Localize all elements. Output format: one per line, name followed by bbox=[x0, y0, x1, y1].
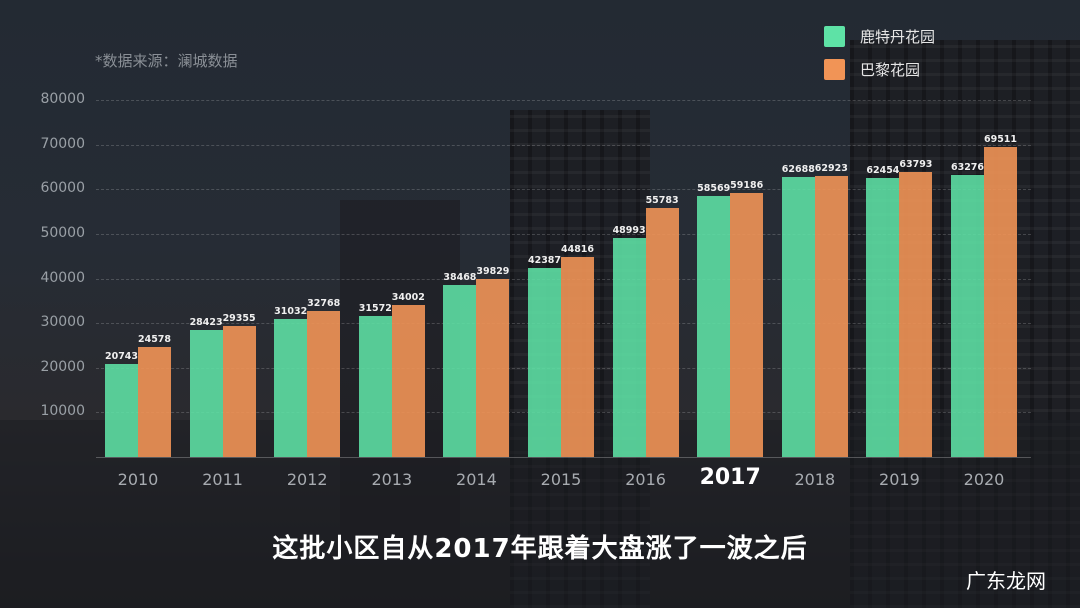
bar-value-label: 34002 bbox=[391, 292, 425, 304]
bar-value-label: 31032 bbox=[274, 305, 308, 317]
bar-value-label: 63276 bbox=[950, 161, 985, 173]
bar-value-label: 48993 bbox=[612, 225, 646, 237]
x-tick-label: 2015 bbox=[540, 470, 582, 489]
legend-label: 巴黎花园 bbox=[860, 61, 921, 79]
bar-value-label: 62923 bbox=[814, 163, 848, 175]
x-tick-label: 2013 bbox=[371, 470, 413, 489]
bar-rotterdam bbox=[274, 318, 308, 457]
bar-rotterdam bbox=[105, 364, 138, 457]
legend-swatch-green bbox=[824, 26, 845, 47]
gridline bbox=[96, 144, 1031, 146]
x-tick-label: 2011 bbox=[202, 470, 243, 489]
bar-paris bbox=[645, 208, 679, 457]
legend-label: 鹿特丹花园 bbox=[860, 28, 936, 46]
x-tick-label-highlight: 2017 bbox=[699, 465, 761, 490]
bar-rotterdam bbox=[697, 195, 731, 457]
y-tick-label: 20000 bbox=[40, 358, 85, 375]
bar-value-label: 62454 bbox=[866, 165, 900, 177]
bar-value-label: 28423 bbox=[189, 317, 223, 329]
legend-item-paris: 巴黎花园 bbox=[824, 53, 935, 86]
bar-paris bbox=[138, 347, 171, 457]
bar-paris bbox=[561, 257, 594, 457]
x-tick-label: 2018 bbox=[794, 470, 836, 489]
x-axis-line bbox=[96, 457, 1031, 458]
chart-legend: 鹿特丹花园 巴黎花园 bbox=[824, 20, 935, 86]
bar-value-label: 59186 bbox=[730, 179, 764, 191]
x-tick-label: 2019 bbox=[879, 470, 920, 489]
bar-value-label: 42387 bbox=[527, 254, 562, 266]
bar-value-label: 20743 bbox=[104, 351, 139, 363]
bar-paris bbox=[730, 192, 764, 457]
bar-value-label: 58569 bbox=[697, 182, 731, 194]
bar-value-label: 69511 bbox=[983, 133, 1018, 145]
bar-rotterdam bbox=[189, 330, 223, 457]
bar-value-label: 55783 bbox=[645, 195, 679, 207]
legend-item-rotterdam: 鹿特丹花园 bbox=[824, 20, 935, 53]
bar-paris bbox=[476, 279, 510, 457]
x-tick-label: 2016 bbox=[625, 470, 666, 489]
y-tick-label: 80000 bbox=[40, 91, 85, 107]
bar-value-label: 29355 bbox=[222, 313, 256, 324]
source-note: *数据来源：澜城数据 bbox=[95, 52, 238, 70]
bar-value-label: 63793 bbox=[899, 159, 933, 171]
x-tick-label: 2020 bbox=[963, 470, 1005, 489]
watermark: 广东龙网 bbox=[966, 569, 1046, 593]
bar-value-label: 39829 bbox=[476, 266, 510, 278]
x-tick-label: 2010 bbox=[117, 470, 159, 489]
legend-swatch-orange bbox=[824, 59, 845, 80]
bar-rotterdam bbox=[358, 316, 392, 457]
y-tick-label: 30000 bbox=[40, 314, 85, 331]
bar-paris bbox=[899, 172, 933, 457]
subtitle-caption: 这批小区自从2017年跟着大盘涨了一波之后 bbox=[272, 534, 808, 564]
y-tick-label: 40000 bbox=[40, 269, 85, 286]
bar-rotterdam bbox=[951, 174, 984, 457]
bar-value-label: 38468 bbox=[443, 272, 477, 284]
y-tick-label: 50000 bbox=[40, 224, 85, 241]
bar-paris bbox=[984, 146, 1017, 457]
gridline bbox=[96, 189, 1031, 191]
bar-rotterdam bbox=[528, 267, 561, 457]
bar-rotterdam bbox=[443, 285, 477, 457]
gridline bbox=[96, 233, 1031, 235]
bar-rotterdam bbox=[781, 177, 815, 457]
gridline bbox=[96, 100, 1031, 101]
bar-rotterdam bbox=[612, 238, 646, 457]
bar-value-label: 24578 bbox=[137, 334, 172, 346]
bar-paris bbox=[391, 305, 425, 457]
bar-paris bbox=[307, 310, 341, 457]
x-tick-label: 2012 bbox=[286, 470, 328, 489]
y-tick-label: 10000 bbox=[40, 403, 85, 420]
bar-rotterdam bbox=[866, 178, 900, 457]
bar-paris bbox=[814, 176, 848, 457]
x-tick-label: 2014 bbox=[456, 470, 497, 489]
bar-value-label: 62688 bbox=[781, 164, 815, 176]
bar-value-label: 32768 bbox=[307, 297, 341, 309]
y-tick-label: 70000 bbox=[40, 135, 85, 152]
bar-paris bbox=[222, 326, 256, 457]
bar-value-label: 44816 bbox=[560, 244, 595, 255]
bar-value-label: 31572 bbox=[358, 303, 392, 315]
y-tick-label: 60000 bbox=[40, 180, 85, 197]
